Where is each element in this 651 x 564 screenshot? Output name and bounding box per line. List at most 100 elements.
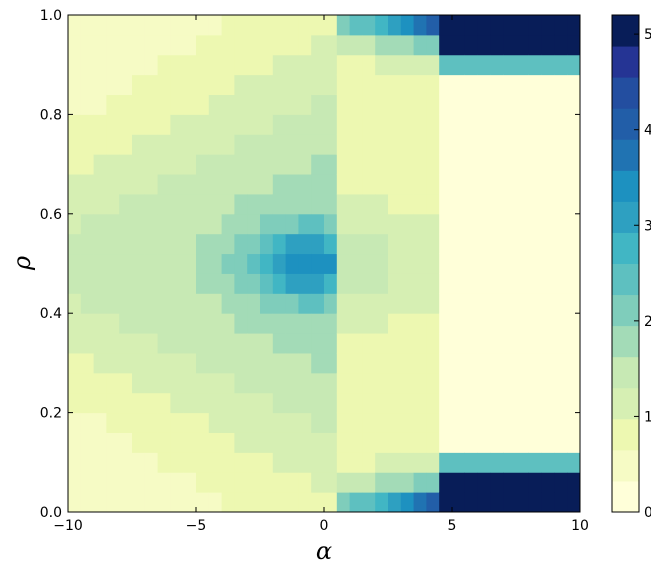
heatmap-cell [272, 432, 287, 453]
heatmap-cell [170, 134, 184, 155]
heatmap-cell [132, 114, 146, 135]
heatmap-cell [388, 293, 402, 314]
heatmap-cell [68, 352, 82, 374]
heatmap-cell [106, 392, 120, 414]
heatmap-cell [234, 392, 248, 414]
heatmap-cell [170, 253, 184, 274]
colorbar-segment [612, 232, 639, 264]
heatmap-cell [221, 154, 235, 175]
heatmap-cell [285, 352, 299, 374]
heatmap-cell [426, 333, 440, 354]
heatmap-cell [528, 313, 543, 334]
heatmap-cell [247, 213, 261, 235]
heatmap-cell [68, 193, 82, 215]
heatmap-cell [119, 432, 133, 453]
heatmap-cell [119, 352, 133, 374]
heatmap-cell [144, 94, 159, 115]
heatmap-cell [132, 333, 146, 354]
heatmap-cell [400, 313, 415, 334]
heatmap-cell [426, 313, 440, 334]
heatmap-cell [183, 472, 197, 493]
heatmap-cell [196, 34, 210, 56]
heatmap-cell [183, 293, 197, 314]
heatmap-cell [336, 54, 351, 76]
heatmap-cell [183, 432, 197, 453]
heatmap-cell [528, 213, 543, 235]
heatmap-cell [541, 253, 555, 274]
heatmap-cell [503, 94, 517, 115]
heatmap-cell [208, 233, 223, 255]
heatmap-cell [528, 253, 543, 274]
heatmap-cell [439, 293, 453, 314]
x-axis-label: α [316, 537, 332, 564]
heatmap-cell [157, 273, 171, 294]
colorbar-segment [612, 139, 639, 171]
heatmap-cell [208, 492, 223, 513]
heatmap-cell [170, 472, 184, 493]
heatmap-cell [311, 472, 325, 493]
heatmap-cell [503, 154, 517, 175]
heatmap-cell [439, 432, 453, 453]
heatmap-cell [68, 432, 82, 453]
heatmap-cell [516, 392, 530, 414]
heatmap-cell [477, 233, 491, 255]
heatmap-cell [106, 193, 120, 215]
heatmap-cell [528, 54, 543, 76]
heatmap-cell [388, 372, 402, 394]
heatmap-cell [93, 74, 107, 96]
heatmap-cell [221, 313, 235, 334]
heatmap-cell [234, 293, 248, 314]
heatmap-cell [388, 472, 402, 493]
heatmap-cell [375, 392, 389, 414]
heatmap-cell [541, 74, 555, 96]
heatmap-cell [439, 193, 453, 215]
heatmap-cell [503, 392, 517, 414]
heatmap-cell [426, 432, 440, 453]
heatmap-cell [554, 114, 568, 135]
heatmap-cell [375, 94, 389, 115]
heatmap-cell [285, 233, 299, 255]
heatmap-cell [272, 54, 287, 76]
heatmap-cell [349, 213, 363, 235]
heatmap-cell [68, 333, 82, 354]
heatmap-cell [132, 134, 146, 155]
heatmap-cell [106, 492, 120, 513]
heatmap-cell [413, 293, 427, 314]
heatmap-cell [144, 293, 159, 314]
heatmap-cell [247, 54, 261, 76]
heatmap-cell [400, 452, 415, 473]
heatmap-cell [106, 213, 120, 235]
heatmap-cell [93, 253, 107, 274]
heatmap-cell [247, 94, 261, 115]
heatmap-cell [157, 293, 171, 314]
heatmap-cell [311, 293, 325, 314]
heatmap-cell [490, 233, 504, 255]
heatmap-cell [452, 293, 466, 314]
y-axis-label: ρ [8, 256, 36, 271]
heatmap-cell [541, 333, 555, 354]
heatmap-cell [93, 472, 107, 493]
heatmap-cell [119, 452, 133, 473]
heatmap-cell [400, 213, 415, 235]
heatmap-cell [477, 34, 491, 56]
heatmap-cell [567, 114, 581, 135]
heatmap-cell [349, 34, 363, 56]
heatmap-cell [567, 392, 581, 414]
heatmap-cell [183, 253, 197, 274]
heatmap-cell [144, 74, 159, 96]
heatmap-cell [234, 34, 248, 56]
heatmap-cell [477, 174, 491, 195]
heatmap-cell [68, 313, 82, 334]
heatmap-cell [336, 372, 351, 394]
heatmap-cell [336, 392, 351, 414]
heatmap-cell [362, 213, 376, 235]
heatmap-cell [311, 452, 325, 473]
heatmap-cell [490, 412, 504, 433]
heatmap-cell [541, 412, 555, 433]
heatmap-cell [196, 94, 210, 115]
heatmap-cell [388, 253, 402, 274]
heatmap-cell [426, 452, 440, 473]
heatmap-cell [388, 333, 402, 354]
heatmap-cell [554, 233, 568, 255]
heatmap-cell [503, 54, 517, 76]
